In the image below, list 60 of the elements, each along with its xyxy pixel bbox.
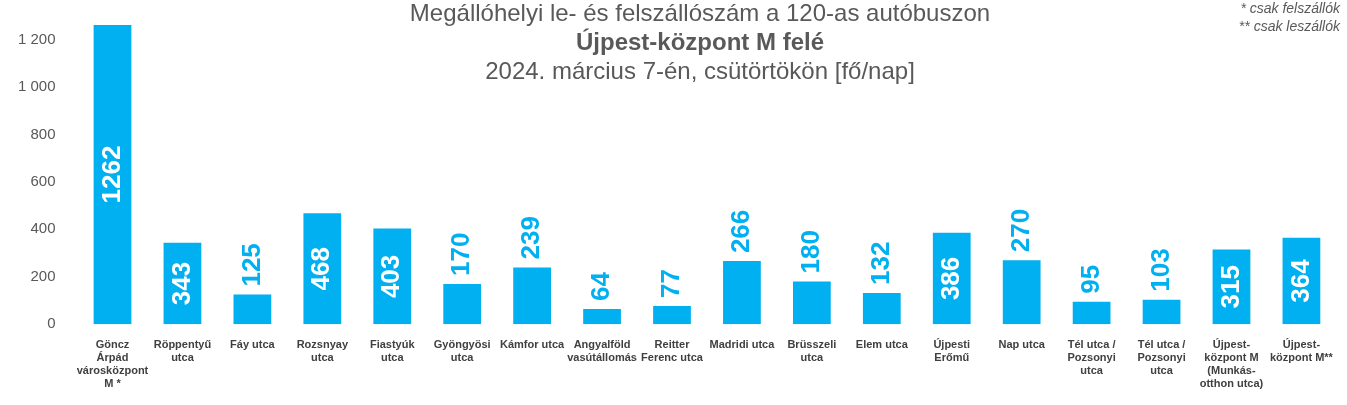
bar <box>792 281 831 325</box>
data-label: 170 <box>445 232 476 276</box>
annotation: 2024. március 7-én, csütörtökön [fő/nap] <box>485 56 915 84</box>
annotation: ** csak leszállók <box>1238 17 1341 34</box>
data-label: 315 <box>1214 265 1245 309</box>
x-tick-label: Kámfor utca <box>500 337 566 350</box>
bar <box>443 283 482 325</box>
bar <box>233 294 272 325</box>
chart-title: Megállóhelyi le- és felszállószám a 120-as autóbuszon <box>409 0 991 26</box>
data-label: 103 <box>1144 248 1175 292</box>
x-tick-label: Rozsnyay utca <box>296 337 349 364</box>
y-tick-label: 1 000 <box>17 77 56 95</box>
x-tick-label: Tél utca / Pozsonyi utca <box>1067 337 1116 377</box>
data-label: 270 <box>1004 208 1035 253</box>
data-label: 132 <box>864 241 895 285</box>
x-tick-label: Reitter Ferenc utca <box>641 337 704 364</box>
x-tick-label: Fáy utca <box>230 337 276 350</box>
data-label: 64 <box>585 271 616 302</box>
data-label: 125 <box>235 243 266 287</box>
y-tick-label: 800 <box>30 124 56 142</box>
data-label: 266 <box>725 209 756 254</box>
bar <box>1142 299 1181 325</box>
chart-subtitle: Újpest-központ M felé <box>575 27 825 55</box>
bar <box>723 261 761 325</box>
x-tick-label: Angyalföld vasútállomás <box>567 337 637 364</box>
data-label: 1262 <box>95 145 126 204</box>
x-tick-label: Nap utca <box>998 337 1046 350</box>
bar <box>583 309 621 325</box>
x-tick-label: Újpest-központ M** <box>1269 337 1334 364</box>
bar <box>93 24 132 325</box>
x-tick-label: Elem utca <box>855 337 909 350</box>
x-tick-label: Tél utca / Pozsonyi utca <box>1137 337 1186 377</box>
data-label: 386 <box>934 256 965 301</box>
data-label: 343 <box>165 261 196 306</box>
data-label: 95 <box>1074 264 1105 294</box>
y-tick-label: 200 <box>30 266 56 284</box>
x-tick-label: Gyöngyösi utca <box>433 337 491 364</box>
data-label: 364 <box>1284 258 1315 303</box>
bar <box>1002 260 1041 325</box>
x-tick-label: Röppentyű utca <box>153 337 212 364</box>
text: * csak felszállók <box>1240 0 1341 16</box>
bar <box>513 267 552 325</box>
bar <box>1072 301 1111 325</box>
y-tick-label: 0 <box>47 314 56 332</box>
y-tick-label: 600 <box>30 172 56 190</box>
x-tick-label: Brüsszeli utca <box>787 337 837 364</box>
x-tick-label: Újpest-központ M (Munkás-otthon utca) <box>1199 337 1264 390</box>
data-label: 468 <box>305 247 336 291</box>
data-label: 77 <box>655 269 686 298</box>
data-label: 239 <box>515 216 546 260</box>
x-tick-label: Újpesti Erőmű <box>933 337 971 364</box>
bar <box>653 305 691 325</box>
x-tick-label: Fiastyúk utca <box>369 337 416 364</box>
x-tick-label: Göncz Árpád városközpont M * <box>76 337 149 390</box>
x-tick-label: Madridi utca <box>709 337 776 350</box>
data-label: 403 <box>375 254 406 299</box>
data-label: 180 <box>795 230 826 274</box>
bar <box>862 292 901 325</box>
y-tick-label: 1 200 <box>17 29 56 47</box>
y-tick-label: 400 <box>30 219 56 237</box>
